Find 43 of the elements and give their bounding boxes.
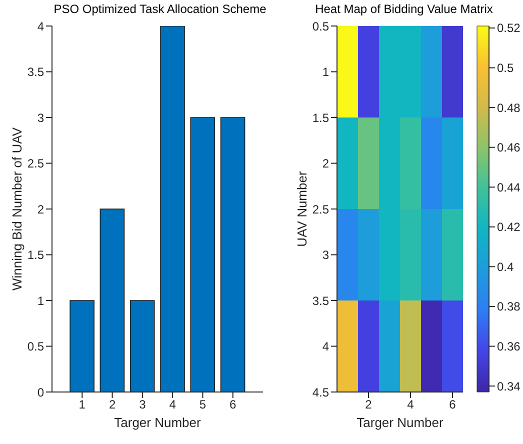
color-bar-label: 0.38 [497,300,521,314]
y-tick-label: 0.5 [27,340,44,354]
y-tick-label: 4 [322,340,330,354]
y-tick-label: 2 [322,156,330,171]
y-axis-title: Winning Bid Number of UAV [10,127,25,291]
color-bar-label: 0.4 [497,260,514,274]
x-tick-label: 4 [169,398,176,412]
x-tick-label: 6 [449,398,456,412]
x-tick-label: 6 [230,398,237,412]
y-tick-label: 3.5 [27,65,44,80]
color-bar-label: 0.52 [497,21,521,36]
y-tick-label: 4 [37,19,44,34]
y-tick-label: 2 [37,202,44,216]
color-bar-label: 0.48 [497,100,521,115]
chart-title: Heat Map of Bidding Value Matrix [314,2,494,16]
y-tick-label: 1 [37,294,44,308]
chart-title: PSO Optimized Task Allocation Scheme [52,2,268,16]
y-tick-label: 2.5 [312,202,330,216]
y-tick-label: 3.5 [312,294,330,308]
color-bar-label: 0.44 [497,180,521,194]
y-tick-label: 1.5 [312,110,330,125]
x-tick-label: 5 [199,398,206,412]
color-bar-label: 0.42 [497,220,521,234]
x-tick-label: 4 [407,398,414,412]
color-bar-label: 0.46 [497,140,521,155]
x-axis-title: Targer Number [114,415,202,430]
color-bar-label: 0.36 [497,340,521,354]
x-tick-label: 1 [78,398,86,412]
y-tick-label: 1.5 [27,248,44,262]
y-tick-label: 2.5 [27,156,44,171]
x-tick-label: 3 [139,398,146,412]
y-axis-title: UAV Number [294,170,310,247]
y-tick-label: 0 [37,385,44,400]
color-bar-label: 0.34 [497,379,521,394]
color-bar-label: 0.5 [497,61,514,76]
y-tick-label: 1 [322,65,330,80]
x-tick-label: 2 [365,398,372,412]
y-tick-label: 3 [37,110,44,125]
x-axis-title: Targer Number [356,415,444,430]
y-tick-label: 4.5 [312,385,330,400]
y-tick-label: 3 [322,248,330,262]
x-tick-label: 2 [108,398,116,412]
y-tick-label: 0.5 [312,19,330,34]
